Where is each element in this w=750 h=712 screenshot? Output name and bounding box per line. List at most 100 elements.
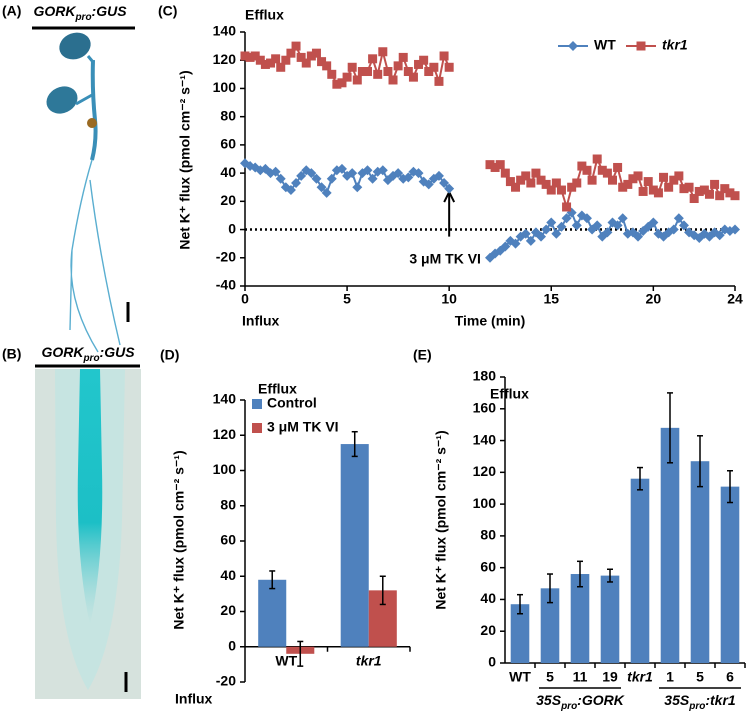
x-tick-label: 5 <box>343 291 351 307</box>
y-tick-label: -40 <box>216 277 236 293</box>
y-axis-title: Net K⁺ flux (pmol cm⁻² s⁻¹) <box>177 70 193 249</box>
marker <box>526 178 536 188</box>
marker <box>674 171 684 181</box>
marker <box>572 178 582 188</box>
x-tick-label: WT <box>275 652 297 668</box>
legend-marker <box>568 41 578 51</box>
marker <box>561 213 572 224</box>
marker <box>250 51 260 61</box>
legend-marker <box>636 41 646 51</box>
legend-label: tkr1 <box>662 37 688 53</box>
marker <box>419 55 429 65</box>
marker <box>592 154 602 164</box>
marker <box>511 182 521 192</box>
bar <box>340 444 369 647</box>
y-tick-label: 160 <box>473 399 497 415</box>
annotation: 3 μM TK VI <box>409 250 481 266</box>
marker <box>546 185 556 195</box>
marker <box>510 238 521 249</box>
marker <box>326 173 337 184</box>
marker <box>725 188 735 198</box>
marker <box>617 213 628 224</box>
y-tick-label: 140 <box>213 23 237 39</box>
marker <box>316 182 327 193</box>
marker <box>551 178 561 188</box>
legend-label: WT <box>594 37 616 53</box>
marker <box>388 75 398 85</box>
group-label: 35Spro:tkr1 <box>664 692 736 712</box>
marker <box>367 173 378 184</box>
x-axis-title: Time (min) <box>455 313 526 329</box>
panel-label: (A) <box>2 3 21 19</box>
marker <box>608 175 617 185</box>
bar <box>630 478 650 663</box>
root-micrograph <box>35 369 141 699</box>
marker <box>352 182 363 193</box>
marker <box>500 168 510 178</box>
x-tick-label: 1 <box>666 669 674 685</box>
marker <box>260 59 270 69</box>
legend-swatch <box>252 423 262 433</box>
marker <box>276 62 286 72</box>
x-tick-label: WT <box>509 669 531 685</box>
y-tick-label: 0 <box>488 654 496 670</box>
marker <box>664 182 674 192</box>
marker <box>485 160 495 170</box>
marker <box>714 230 725 241</box>
marker <box>638 186 648 196</box>
bar <box>720 486 740 663</box>
x-tick-label: 0 <box>241 291 249 307</box>
gene: GORK <box>33 3 76 19</box>
marker <box>679 184 689 194</box>
marker <box>505 177 515 187</box>
subscript: pro <box>82 353 99 364</box>
marker <box>720 184 730 194</box>
y-tick-label: 120 <box>213 426 237 442</box>
marker <box>429 62 439 72</box>
x-tick-label: 6 <box>726 669 734 685</box>
marker <box>383 67 393 77</box>
marker <box>673 213 684 224</box>
marker <box>536 175 546 185</box>
marker <box>694 186 704 196</box>
x-tick-label: tkr1 <box>627 669 653 685</box>
subscript: pro <box>688 701 705 712</box>
marker <box>250 162 261 173</box>
marker <box>689 194 699 204</box>
marker <box>439 177 450 188</box>
marker <box>327 69 337 79</box>
marker <box>567 182 577 192</box>
y-tick-label: 20 <box>220 192 236 208</box>
x-tick-label: 5 <box>546 669 554 685</box>
marker <box>439 51 449 61</box>
marker <box>322 61 332 71</box>
panel-label: (E) <box>413 347 432 363</box>
marker <box>281 55 291 65</box>
marker <box>321 187 332 198</box>
bar <box>510 604 530 663</box>
marker <box>500 241 511 252</box>
marker <box>730 191 740 201</box>
y-tick-label: 140 <box>213 391 237 407</box>
marker <box>546 217 557 228</box>
marker <box>271 54 281 64</box>
y-tick-label: 120 <box>473 463 497 479</box>
y-axis-title: Net K⁺ flux (pmol cm⁻² s⁻¹) <box>433 430 449 609</box>
y-tick-label: 0 <box>228 637 236 653</box>
suffix: :GUS <box>100 344 136 360</box>
y-tick-label: 140 <box>473 431 497 447</box>
marker <box>403 172 414 183</box>
y-tick-label: 0 <box>228 220 236 236</box>
bar <box>540 588 560 663</box>
marker <box>669 175 679 185</box>
marker <box>597 165 607 175</box>
marker <box>659 172 669 182</box>
marker <box>434 76 444 86</box>
panel-title: GORKpro:GUS <box>33 3 127 23</box>
marker <box>525 235 536 246</box>
marker <box>710 179 720 189</box>
marker <box>414 59 424 69</box>
marker <box>587 175 597 185</box>
x-tick-label: 20 <box>646 291 662 307</box>
